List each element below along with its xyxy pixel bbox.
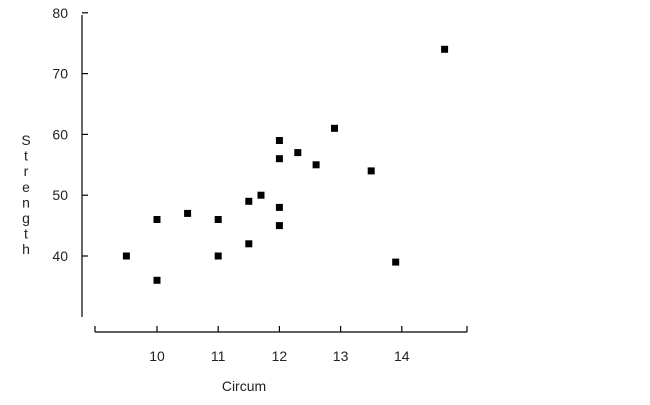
x-axis-title: Circum [222, 378, 266, 394]
data-point [245, 240, 253, 248]
y-tick-label: 70 [52, 66, 68, 82]
data-point [184, 209, 192, 217]
x-tick-label: 10 [149, 348, 165, 364]
data-point [245, 197, 253, 205]
data-point [367, 167, 375, 175]
data-point [275, 222, 283, 230]
data-point [257, 191, 265, 199]
y-tick-label: 40 [52, 248, 68, 264]
data-point [214, 216, 222, 223]
data-point [275, 203, 283, 211]
data-point [122, 252, 130, 260]
y-axis: 40 50 60 70 80 [52, 5, 88, 317]
x-tick-label: 12 [272, 348, 288, 364]
data-point [392, 258, 400, 266]
x-tick-label: 14 [394, 348, 410, 364]
data-point [153, 276, 161, 284]
data-point [153, 216, 161, 223]
data-point [214, 252, 222, 260]
x-tick-label: 11 [211, 348, 226, 364]
data-points [122, 45, 449, 284]
data-point [294, 149, 302, 157]
x-tick-label: 13 [333, 348, 349, 364]
data-point [312, 161, 320, 169]
y-tick-label: 50 [52, 187, 68, 203]
data-point [275, 155, 283, 163]
data-point [275, 137, 283, 144]
x-axis: 10 11 12 13 14 [94, 326, 468, 364]
y-tick-label: 80 [52, 5, 68, 21]
y-tick-label: 60 [52, 126, 68, 142]
data-point [441, 45, 449, 53]
data-point [331, 124, 338, 132]
